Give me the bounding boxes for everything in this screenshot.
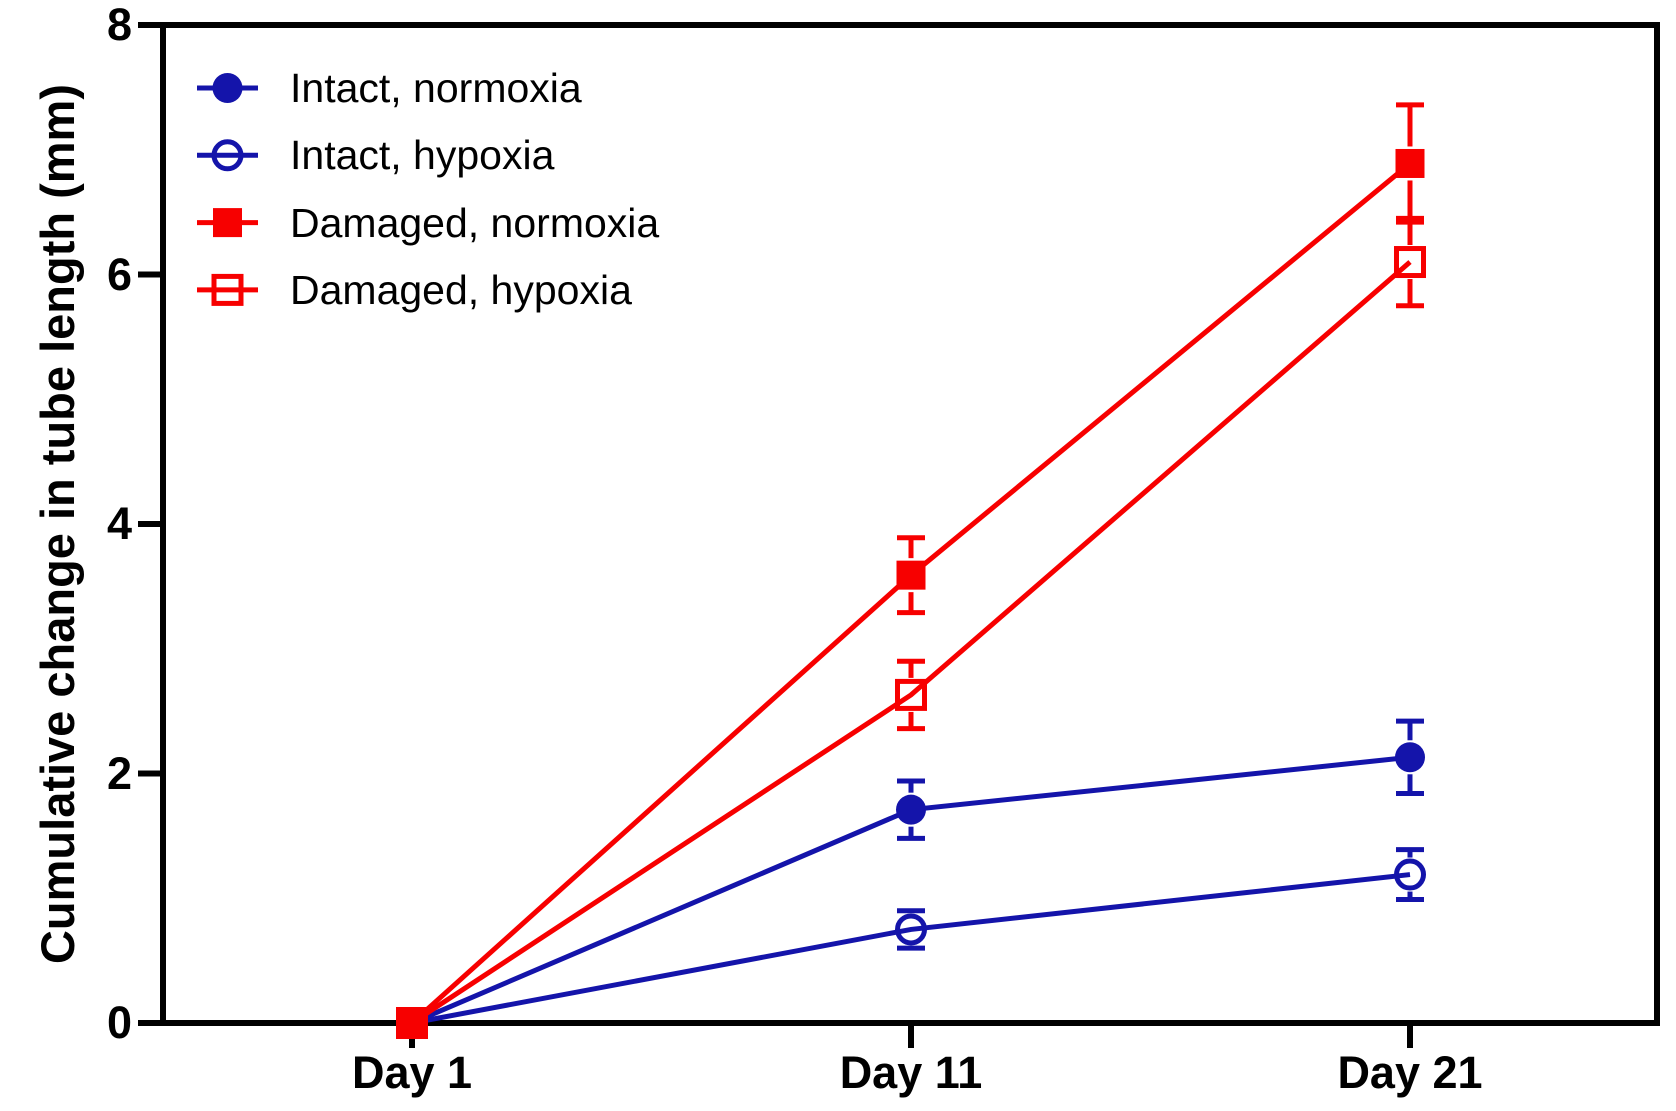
data-point-square-open: [396, 1007, 428, 1039]
y-tick-label: 0: [106, 997, 132, 1048]
legend-marker-square-open: [211, 273, 244, 306]
y-tick-label: 2: [106, 747, 132, 799]
legend-label: Damaged, normoxia: [290, 199, 660, 246]
data-point-circle-open: [1394, 858, 1426, 891]
data-point-circle-filled: [1395, 742, 1425, 773]
x-tick-label: Day 21: [1337, 1047, 1483, 1098]
y-tick-label: 8: [106, 0, 132, 50]
x-tick-label: Day 11: [839, 1047, 983, 1098]
legend-marker-circle-open: [211, 139, 244, 172]
series-line-3: [410, 260, 1412, 1026]
legend-label: Intact, normoxia: [290, 65, 582, 111]
x-tick-label: Day 1: [351, 1047, 473, 1098]
data-point-square-filled: [896, 560, 926, 590]
legend-label: Intact, hypoxia: [290, 132, 555, 179]
y-tick-label: 6: [106, 248, 132, 300]
legend-marker-circle-filled: [212, 73, 243, 103]
data-point-square-filled: [1395, 148, 1425, 178]
data-point-square-open: [1394, 246, 1426, 279]
data-point-circle-open: [895, 913, 927, 946]
plot-frame: [160, 22, 1660, 1026]
data-point-circle-filled: [896, 794, 926, 825]
y-tick-label: 4: [106, 498, 132, 549]
legend-label: Damaged, hypoxia: [290, 266, 632, 313]
series-line-1: [411, 872, 1411, 1026]
data-point-square-open: [895, 678, 927, 711]
legend-marker-square-filled: [213, 208, 242, 238]
data-point-square-filled: [397, 1008, 427, 1038]
